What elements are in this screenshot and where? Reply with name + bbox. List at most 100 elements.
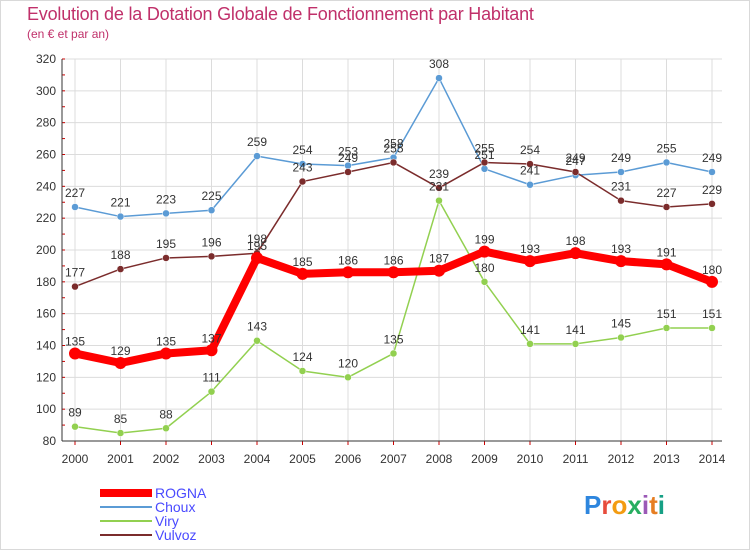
data-label-viry: 151	[702, 307, 722, 321]
data-point-vulvoz	[662, 203, 671, 211]
data-label-viry: 89	[68, 406, 82, 420]
axes: 80 100 120 140 160 180 200 220 240 260 280 300 320 20…	[36, 52, 726, 466]
data-label-rogna: 135	[156, 334, 176, 348]
data-label-rogna: 193	[611, 242, 631, 256]
data-point-rogna	[342, 266, 354, 279]
data-label-viry: 231	[429, 180, 449, 194]
y-tick-label: 100	[36, 402, 56, 416]
data-point-rogna	[251, 251, 263, 264]
data-point-viry	[344, 373, 352, 382]
data-point-choux	[708, 168, 716, 176]
data-label-choux: 253	[338, 145, 358, 159]
data-label-rogna: 185	[292, 255, 312, 269]
data-point-choux	[207, 206, 216, 214]
series-layer	[69, 74, 718, 437]
data-label-choux: 258	[383, 137, 403, 151]
data-point-choux	[116, 212, 125, 221]
data-label-choux: 225	[201, 189, 221, 203]
data-label-vulvoz: 195	[156, 237, 176, 251]
data-label-rogna: 135	[65, 334, 85, 348]
data-point-viry	[617, 333, 625, 342]
data-label-vulvoz: 255	[383, 141, 403, 155]
data-label-choux: 221	[110, 196, 130, 210]
data-point-choux	[662, 158, 671, 167]
legend-label: ROGNA	[155, 485, 207, 501]
data-point-choux	[298, 160, 307, 168]
data-point-choux	[480, 165, 489, 173]
data-label-viry: 85	[114, 412, 128, 426]
y-tick-label: 280	[36, 116, 56, 130]
legend-item-viry: Viry	[100, 514, 206, 528]
legend-item-choux: Choux	[100, 500, 206, 514]
x-tick-label: 2007	[380, 452, 407, 466]
data-label-vulvoz: 249	[338, 151, 358, 165]
data-point-rogna	[296, 267, 309, 280]
data-point-rogna	[387, 266, 400, 279]
data-label-viry: 88	[159, 407, 173, 421]
data-label-choux: 249	[702, 151, 722, 165]
data-label-vulvoz: 198	[247, 232, 267, 246]
logo-letter: o	[611, 490, 628, 520]
y-tick-label: 200	[36, 243, 56, 257]
x-tick-label: 2012	[608, 452, 635, 466]
data-label-vulvoz: 254	[520, 143, 540, 157]
data-label-vulvoz: 196	[201, 235, 221, 249]
data-point-rogna	[69, 347, 81, 360]
data-label-rogna: 187	[429, 252, 449, 266]
data-label-rogna: 191	[656, 245, 676, 259]
y-tick-label: 260	[36, 148, 56, 162]
data-label-viry: 180	[474, 261, 494, 275]
legend-item-vulvoz: Vulvoz	[100, 528, 206, 542]
legend-label: Viry	[155, 513, 179, 529]
data-point-viry	[207, 387, 216, 396]
data-point-vulvoz	[298, 177, 307, 186]
data-label-vulvoz: 255	[474, 141, 494, 155]
x-tick-label: 2004	[244, 452, 271, 466]
x-tick-label: 2014	[699, 452, 726, 466]
data-label-vulvoz: 229	[702, 183, 722, 197]
data-label-choux: 251	[474, 148, 494, 162]
x-tick-label: 2013	[653, 452, 680, 466]
data-label-viry: 151	[656, 307, 676, 321]
y-tick-label: 120	[36, 370, 56, 384]
x-tick-label: 2008	[426, 452, 453, 466]
data-label-vulvoz: 243	[292, 161, 312, 175]
y-tick-label: 220	[36, 211, 56, 225]
data-label-vulvoz: 188	[110, 248, 130, 262]
data-label-choux: 241	[520, 164, 540, 178]
data-point-viry	[708, 324, 716, 332]
legend: ROGNA Choux Viry Vulvoz	[100, 486, 206, 542]
legend-swatch	[100, 534, 152, 536]
x-tick-label: 2006	[335, 452, 362, 466]
data-label-viry: 145	[611, 317, 631, 331]
data-point-vulvoz	[116, 265, 125, 273]
data-point-viry	[389, 349, 398, 358]
y-tick-label: 300	[36, 84, 56, 98]
data-point-viry	[298, 367, 307, 375]
data-point-viry	[435, 196, 443, 205]
data-point-choux	[526, 180, 534, 189]
data-label-choux: 247	[565, 154, 585, 168]
data-point-vulvoz	[526, 160, 534, 168]
logo-letter: i	[641, 490, 650, 520]
data-point-viry	[116, 429, 125, 437]
data-label-rogna: 180	[702, 263, 722, 277]
data-label-viry: 141	[520, 323, 540, 337]
data-label-viry: 135	[383, 332, 403, 346]
data-point-viry	[571, 340, 580, 348]
data-label-choux: 249	[611, 151, 631, 165]
data-label-choux: 259	[247, 135, 267, 149]
data-point-vulvoz	[162, 254, 170, 262]
data-point-choux	[162, 209, 170, 218]
data-point-choux	[617, 168, 625, 176]
legend-swatch	[100, 520, 152, 522]
data-point-rogna	[433, 264, 445, 277]
data-point-vulvoz	[617, 196, 625, 205]
legend-label: Choux	[155, 499, 196, 515]
data-label-viry: 124	[292, 350, 312, 364]
data-point-viry	[526, 340, 534, 348]
data-point-vulvoz	[344, 168, 352, 176]
y-tick-label: 140	[36, 339, 56, 353]
